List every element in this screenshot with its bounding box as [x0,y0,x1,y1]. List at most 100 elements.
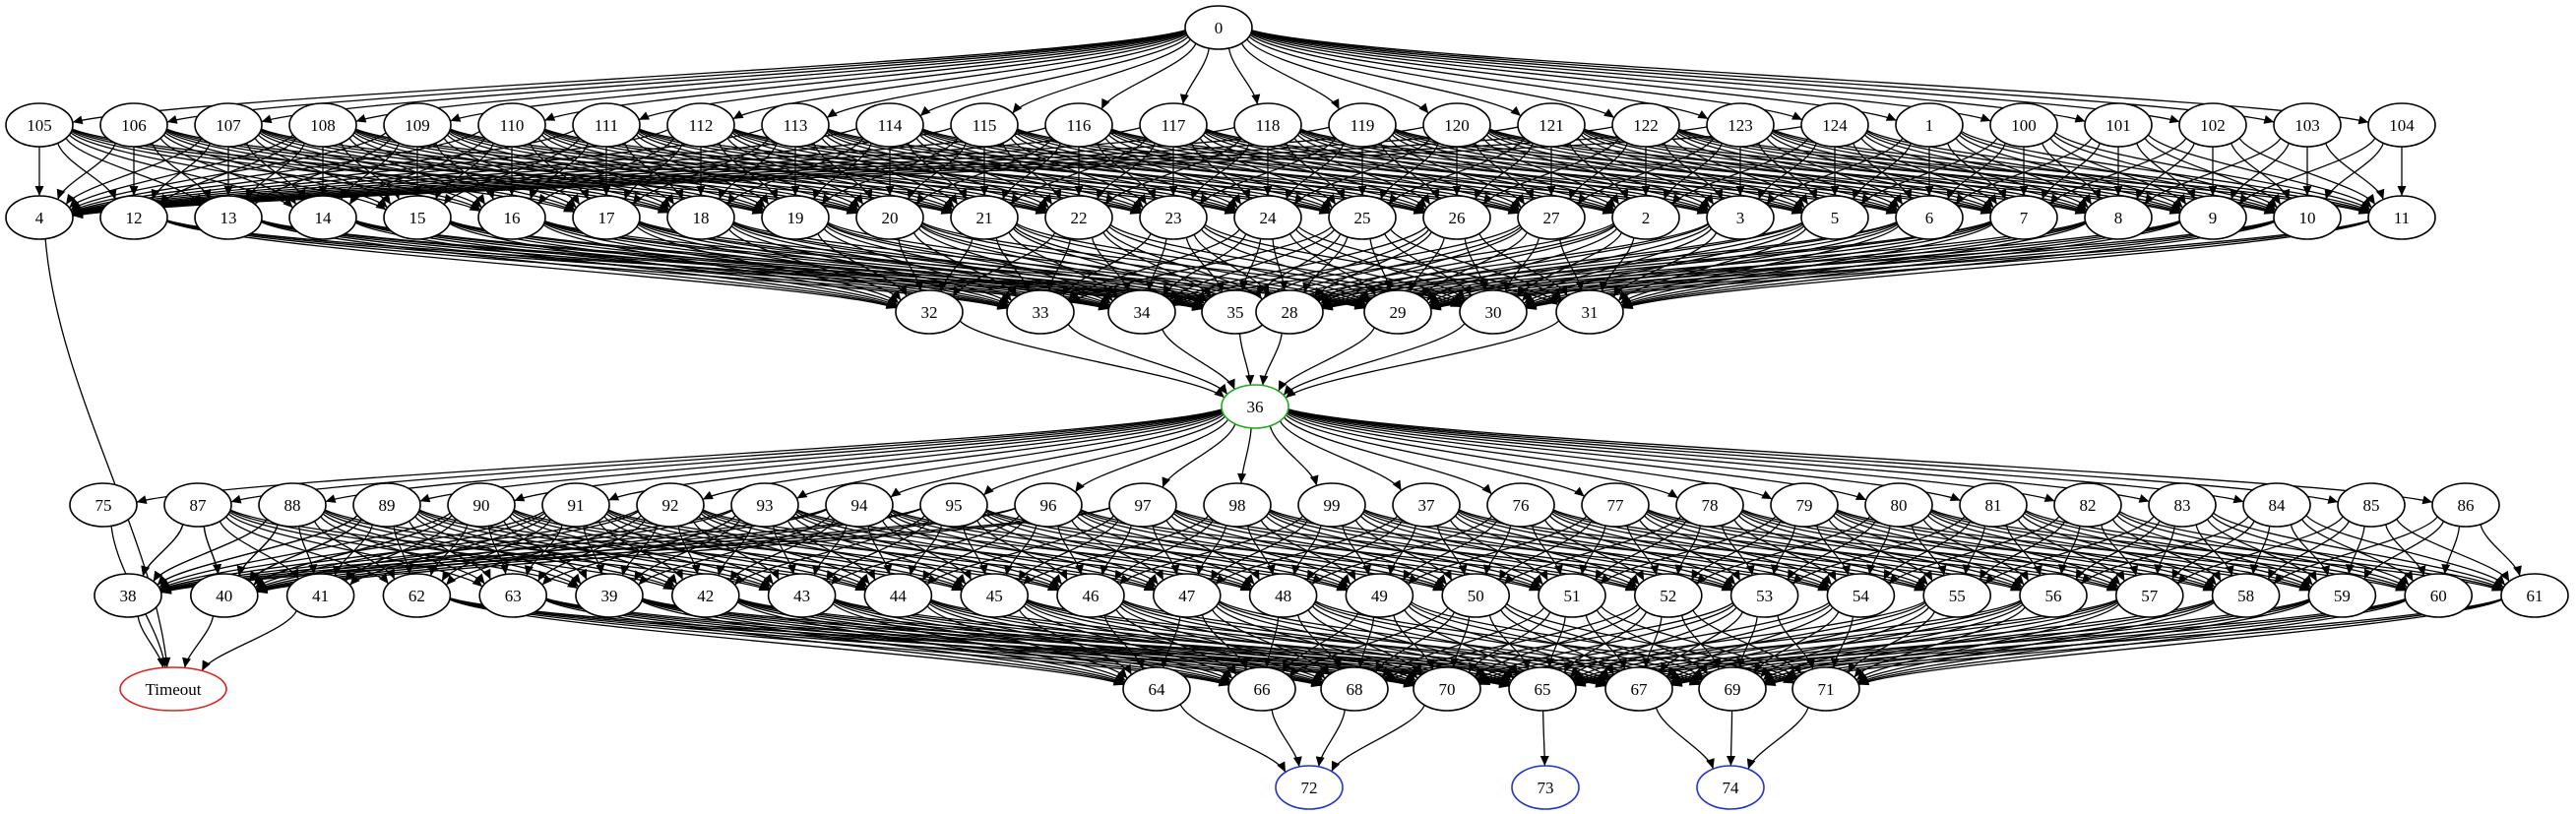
node-41[interactable]: 41 [285,573,355,618]
node-110[interactable]: 110 [477,102,546,148]
node-32[interactable]: 32 [895,289,964,335]
node-68[interactable]: 68 [1320,666,1389,712]
node-15[interactable]: 15 [383,195,452,240]
node-117[interactable]: 117 [1139,102,1208,148]
node-38[interactable]: 38 [94,573,162,618]
node-72[interactable]: 72 [1275,765,1344,810]
node-122[interactable]: 122 [1611,102,1680,148]
node-87[interactable]: 87 [163,482,232,528]
node-115[interactable]: 115 [950,102,1019,148]
node-123[interactable]: 123 [1706,102,1775,148]
node-63[interactable]: 63 [478,573,548,618]
node-55[interactable]: 55 [1922,573,1991,618]
node-64[interactable]: 64 [1122,666,1191,712]
node-80[interactable]: 80 [1864,482,1933,528]
node-81[interactable]: 81 [1959,482,2028,528]
node-74[interactable]: 74 [1696,765,1765,810]
node-82[interactable]: 82 [2053,482,2122,528]
node-98[interactable]: 98 [1203,482,1272,528]
node-29[interactable]: 29 [1363,289,1432,335]
node-21[interactable]: 21 [950,195,1019,240]
node-30[interactable]: 30 [1459,289,1528,335]
node-40[interactable]: 40 [190,573,259,618]
node-120[interactable]: 120 [1422,102,1491,148]
node-96[interactable]: 96 [1014,482,1083,528]
node-86[interactable]: 86 [2431,482,2500,528]
node-112[interactable]: 112 [666,102,735,148]
node-58[interactable]: 58 [2211,573,2281,618]
node-116[interactable]: 116 [1044,102,1113,148]
node-7[interactable]: 7 [1989,195,2058,240]
node-52[interactable]: 52 [1634,573,1703,618]
node-10[interactable]: 10 [2273,195,2342,240]
node-39[interactable]: 39 [575,573,644,618]
node-48[interactable]: 48 [1248,573,1318,618]
node-95[interactable]: 95 [919,482,988,528]
node-26[interactable]: 26 [1422,195,1491,240]
node-50[interactable]: 50 [1441,573,1510,618]
node-4[interactable]: 4 [5,195,74,240]
node-56[interactable]: 56 [2019,573,2088,618]
node-75[interactable]: 75 [69,482,138,528]
node-5[interactable]: 5 [1800,195,1869,240]
node-76[interactable]: 76 [1486,482,1555,528]
node-60[interactable]: 60 [2404,573,2473,618]
node-107[interactable]: 107 [194,102,263,148]
node-37[interactable]: 37 [1392,482,1461,528]
node-24[interactable]: 24 [1233,195,1302,240]
node-0[interactable]: 0 [1184,5,1253,50]
node-9[interactable]: 9 [2178,195,2247,240]
node-6[interactable]: 6 [1895,195,1964,240]
node-111[interactable]: 111 [572,102,641,148]
node-16[interactable]: 16 [477,195,546,240]
node-19[interactable]: 19 [761,195,830,240]
node-119[interactable]: 119 [1328,102,1397,148]
node-46[interactable]: 46 [1056,573,1125,618]
node-104[interactable]: 104 [2367,102,2436,148]
node-13[interactable]: 13 [194,195,263,240]
node-61[interactable]: 61 [2500,573,2569,618]
node-103[interactable]: 103 [2273,102,2342,148]
node-73[interactable]: 73 [1511,765,1580,810]
node-108[interactable]: 108 [288,102,357,148]
node-36[interactable]: 36 [1221,384,1289,429]
node-23[interactable]: 23 [1139,195,1208,240]
node-3[interactable]: 3 [1706,195,1775,240]
node-57[interactable]: 57 [2115,573,2184,618]
node-67[interactable]: 67 [1604,666,1673,712]
node-25[interactable]: 25 [1328,195,1397,240]
node-88[interactable]: 88 [258,482,327,528]
node-106[interactable]: 106 [99,102,168,148]
node-105[interactable]: 105 [5,102,74,148]
node-109[interactable]: 109 [383,102,452,148]
node-113[interactable]: 113 [761,102,830,148]
node-85[interactable]: 85 [2337,482,2406,528]
node-8[interactable]: 8 [2084,195,2153,240]
node-124[interactable]: 124 [1800,102,1869,148]
node-59[interactable]: 59 [2307,573,2377,618]
node-65[interactable]: 65 [1508,666,1577,712]
node-43[interactable]: 43 [767,573,837,618]
node-17[interactable]: 17 [572,195,641,240]
node-45[interactable]: 45 [960,573,1030,618]
node-92[interactable]: 92 [636,482,705,528]
node-18[interactable]: 18 [666,195,735,240]
node-78[interactable]: 78 [1675,482,1744,528]
node-12[interactable]: 12 [99,195,168,240]
node-91[interactable]: 91 [541,482,610,528]
node-90[interactable]: 90 [447,482,516,528]
node-70[interactable]: 70 [1413,666,1481,712]
node-71[interactable]: 71 [1791,666,1860,712]
node-94[interactable]: 94 [825,482,894,528]
node-99[interactable]: 99 [1297,482,1366,528]
node-79[interactable]: 79 [1770,482,1839,528]
node-100[interactable]: 100 [1989,102,2058,148]
node-121[interactable]: 121 [1517,102,1586,148]
node-53[interactable]: 53 [1729,573,1799,618]
node-101[interactable]: 101 [2084,102,2153,148]
node-102[interactable]: 102 [2178,102,2247,148]
node-77[interactable]: 77 [1581,482,1650,528]
node-20[interactable]: 20 [855,195,924,240]
node-11[interactable]: 11 [2367,195,2436,240]
node-2[interactable]: 2 [1611,195,1680,240]
